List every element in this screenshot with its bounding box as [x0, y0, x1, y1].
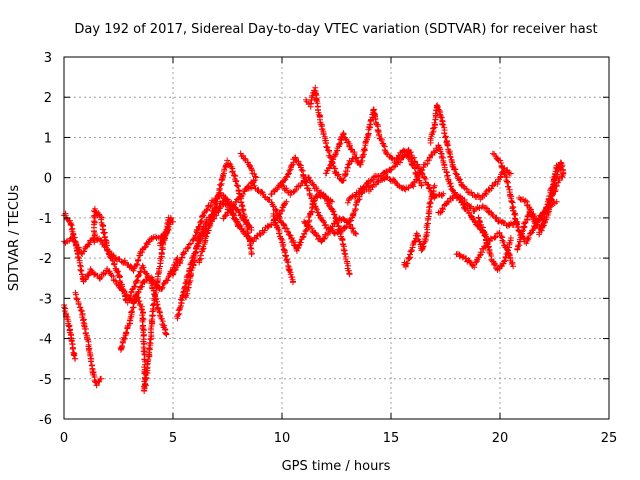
chart-title: Day 192 of 2017, Sidereal Day-to-day VTE… [74, 22, 597, 37]
plot-frame [63, 56, 610, 420]
y-tick-label: -3 [39, 292, 52, 307]
plus-markers [536, 159, 567, 238]
plus-markers [344, 146, 447, 206]
x-tick-label: 10 [274, 431, 291, 446]
x-tick-label: 25 [601, 431, 618, 446]
y-tick-label: 1 [44, 131, 52, 146]
plus-markers [301, 215, 360, 245]
y-tick-label: 3 [44, 51, 52, 66]
x-axis-label: GPS time / hours [282, 459, 391, 474]
y-tick-label: 2 [44, 91, 52, 106]
satellite-track [453, 229, 517, 271]
x-tick-label: 15 [383, 431, 400, 446]
satellite-track [196, 157, 255, 266]
y-tick-label: -2 [39, 252, 52, 267]
plus-markers [117, 214, 176, 394]
plus-markers [270, 210, 296, 286]
y-tick-label: -4 [39, 333, 52, 348]
satellite-track [242, 182, 336, 254]
satellite-track [157, 214, 174, 249]
satellite-track [90, 205, 170, 338]
y-axis-label: SDTVAR / TECUs [7, 185, 22, 292]
axis-ticks: 0 5 10 15 20 25 -6 -5 -4 -3 -2 -1 0 1 2 3 [39, 51, 617, 446]
plus-markers [435, 191, 521, 229]
plus-markers [475, 214, 514, 273]
satellite-track [401, 182, 438, 270]
satellite-track [301, 215, 360, 245]
x-tick-label: 20 [492, 431, 509, 446]
plus-markers [90, 205, 170, 338]
satellite-track [322, 106, 425, 189]
plus-markers [72, 289, 105, 389]
satellite-track [278, 174, 353, 278]
plus-markers [196, 157, 255, 266]
plus-markers [157, 214, 174, 249]
x-tick-label: 0 [60, 431, 68, 446]
plus-markers [427, 102, 514, 203]
satellite-track [475, 214, 514, 273]
plus-markers [278, 174, 353, 278]
plus-markers [453, 229, 517, 271]
plus-markers [182, 198, 244, 301]
satellite-track [536, 159, 567, 238]
y-tick-label: -6 [39, 413, 52, 428]
satellite-track [435, 191, 521, 229]
x-tick-label: 5 [169, 431, 177, 446]
plus-markers [242, 182, 336, 254]
satellite-track [182, 198, 244, 301]
y-tick-label: 0 [44, 172, 52, 187]
satellite-track [270, 210, 296, 286]
plus-markers [401, 182, 438, 270]
y-tick-label: -1 [39, 212, 52, 227]
satellite-track [117, 214, 176, 394]
satellite-track [344, 146, 447, 206]
plus-markers [322, 106, 425, 189]
satellite-track [72, 289, 105, 389]
y-tick-label: -5 [39, 373, 52, 388]
satellite-track [427, 102, 514, 203]
data-marks [60, 84, 567, 394]
